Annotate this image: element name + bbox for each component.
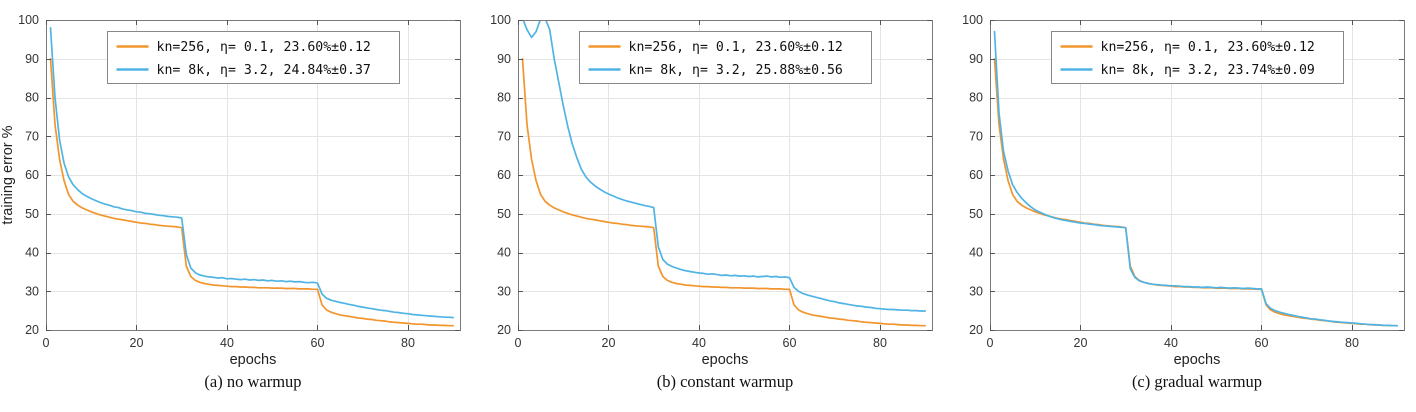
svg-text:100: 100 [962, 13, 983, 27]
legend-label: kn=256, η= 0.1, 23.60%±0.12 [1101, 40, 1315, 55]
svg-text:60: 60 [497, 168, 511, 182]
legend-label: kn= 8k, η= 3.2, 25.88%±0.56 [629, 63, 843, 78]
svg-text:30: 30 [25, 284, 39, 298]
svg-text:60: 60 [311, 336, 325, 350]
x-axis-label: epochs [1174, 352, 1221, 368]
svg-text:70: 70 [25, 129, 39, 143]
legend-label: kn=256, η= 0.1, 23.60%±0.12 [629, 40, 843, 55]
tick-marks [518, 20, 932, 331]
svg-text:90: 90 [969, 52, 983, 66]
legend: kn=256, η= 0.1, 23.60%±0.12 kn= 8k, η= 3.… [1051, 31, 1344, 84]
svg-text:20: 20 [1074, 336, 1088, 350]
y-axis-label: training error % [0, 125, 16, 224]
legend-label: kn= 8k, η= 3.2, 24.84%±0.37 [157, 63, 371, 78]
legend-label: kn= 8k, η= 3.2, 23.74%±0.09 [1101, 63, 1315, 78]
legend-box [107, 31, 400, 84]
svg-text:40: 40 [220, 336, 234, 350]
subplot-c: 0 20 40 60 80 20 30 40 50 60 70 80 90 100 epochs kn=256… [944, 4, 1416, 392]
svg-text:100: 100 [18, 13, 39, 27]
caption-a: (a) no warmup [204, 372, 302, 391]
series-large-batch-line [522, 20, 927, 312]
series-lines [521, 20, 927, 327]
svg-text:100: 100 [490, 13, 511, 27]
svg-text:80: 80 [969, 91, 983, 105]
svg-text:40: 40 [969, 246, 983, 260]
svg-text:0: 0 [987, 336, 994, 350]
svg-text:90: 90 [25, 52, 39, 66]
svg-text:30: 30 [497, 284, 511, 298]
svg-text:70: 70 [497, 129, 511, 143]
series-large-batch-line [993, 30, 1399, 327]
tick-labels: 0 20 40 60 80 20 30 40 50 60 70 80 90 100 [18, 13, 415, 350]
svg-text:50: 50 [497, 207, 511, 221]
legend: kn=256, η= 0.1, 23.60%±0.12 kn= 8k, η= 3.… [579, 31, 872, 84]
svg-text:70: 70 [969, 129, 983, 143]
chart-c-canvas: 0 20 40 60 80 20 30 40 50 60 70 80 90 100 epochs kn=256… [962, 13, 1405, 368]
svg-text:20: 20 [497, 323, 511, 337]
svg-text:90: 90 [497, 52, 511, 66]
svg-text:60: 60 [969, 168, 983, 182]
svg-text:80: 80 [497, 91, 511, 105]
svg-text:50: 50 [969, 207, 983, 221]
series-small-batch-line [49, 57, 455, 327]
chart-b-canvas: 0 20 40 60 80 20 30 40 50 60 70 80 90 100 epochs kn=256… [490, 13, 933, 368]
svg-text:20: 20 [130, 336, 144, 350]
svg-text:80: 80 [1345, 336, 1359, 350]
svg-text:60: 60 [1255, 336, 1269, 350]
tick-marks [990, 20, 1404, 331]
series-lines [49, 26, 455, 327]
x-axis-label: epochs [230, 352, 277, 368]
caption-b: (b) constant warmup [656, 372, 794, 391]
series-small-batch-line [521, 57, 927, 327]
svg-text:60: 60 [783, 336, 797, 350]
svg-text:80: 80 [25, 91, 39, 105]
caption-c: (c) gradual warmup [1131, 372, 1263, 391]
svg-text:0: 0 [43, 336, 50, 350]
svg-text:40: 40 [1164, 336, 1178, 350]
svg-text:50: 50 [25, 207, 39, 221]
svg-text:20: 20 [602, 336, 616, 350]
svg-text:40: 40 [692, 336, 706, 350]
svg-text:40: 40 [497, 246, 511, 260]
tick-labels: 0 20 40 60 80 20 30 40 50 60 70 80 90 100 [490, 13, 887, 350]
subplot-b: 0 20 40 60 80 20 30 40 50 60 70 80 90 100 epochs kn=256… [472, 4, 944, 392]
svg-text:80: 80 [401, 336, 415, 350]
svg-text:30: 30 [969, 284, 983, 298]
legend-label: kn=256, η= 0.1, 23.60%±0.12 [157, 40, 371, 55]
legend-box [579, 31, 872, 84]
svg-text:40: 40 [25, 246, 39, 260]
tick-labels: 0 20 40 60 80 20 30 40 50 60 70 80 90 100 [962, 13, 1359, 350]
chart-a-canvas: 0 20 40 60 80 20 30 40 50 60 70 80 90 100 epochs traini… [0, 13, 461, 368]
series-large-batch-line [49, 26, 455, 319]
x-axis-label: epochs [702, 352, 749, 368]
svg-text:80: 80 [873, 336, 887, 350]
svg-text:20: 20 [25, 323, 39, 337]
svg-text:0: 0 [515, 336, 522, 350]
legend-box [1051, 31, 1344, 84]
subplot-a: 0 20 40 60 80 20 30 40 50 60 70 80 90 100 epochs traini… [0, 4, 472, 392]
svg-text:60: 60 [25, 168, 39, 182]
svg-text:20: 20 [969, 323, 983, 337]
tick-marks [46, 20, 460, 331]
training-curves-figure: 0 20 40 60 80 20 30 40 50 60 70 80 90 100 epochs traini… [0, 4, 1416, 392]
series-lines [993, 30, 1399, 327]
legend: kn=256, η= 0.1, 23.60%±0.12 kn= 8k, η= 3.… [107, 31, 400, 84]
